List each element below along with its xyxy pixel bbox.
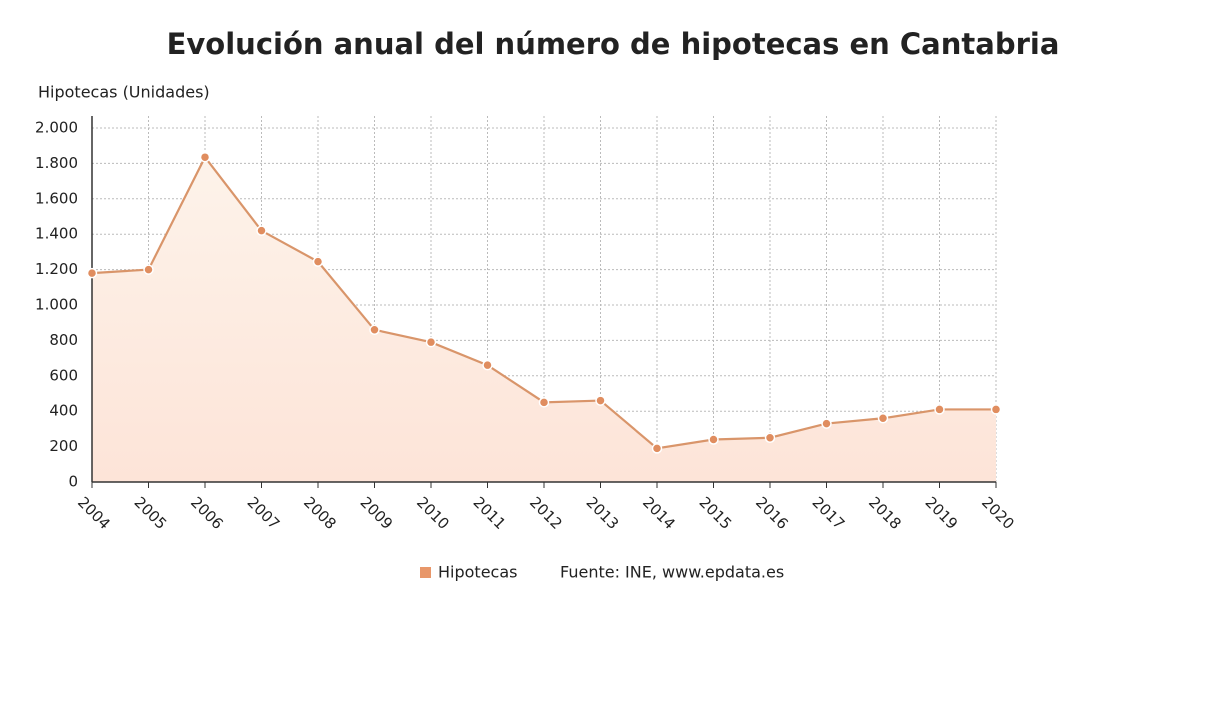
y-tick-label: 600 [49, 366, 78, 384]
point [934, 404, 945, 415]
x-tick-label: 2015 [695, 493, 735, 533]
x-tick-label: 2014 [639, 493, 679, 533]
x-tick-label: 2005 [130, 493, 170, 533]
x-tick-label: 2016 [752, 493, 792, 533]
point [877, 413, 889, 424]
point [256, 225, 267, 236]
y-tick-label: 800 [49, 331, 78, 349]
source: Fuente: INE, www.epdata.es [560, 563, 784, 582]
x-tick-label: 2007 [243, 493, 283, 533]
y-tick-label: 1.400 [35, 225, 78, 243]
point [143, 264, 154, 275]
point [990, 404, 1002, 415]
area [92, 157, 996, 482]
point [312, 256, 324, 267]
y-tick-label: 1.000 [35, 296, 78, 314]
x-tick-label: 2011 [469, 493, 509, 533]
x-tick-label: 2010 [413, 493, 453, 533]
x-tick-label: 2013 [582, 493, 622, 533]
y-tick-label: 400 [49, 402, 78, 420]
chart-title: Evolución anual del número de hipotecas … [167, 27, 1060, 61]
y-tick-label: 1.200 [35, 260, 78, 278]
point [651, 443, 663, 454]
x-tick-label: 2012 [526, 493, 566, 533]
y-tick-label: 1.800 [35, 154, 78, 172]
x-tick-label: 2017 [808, 493, 848, 533]
y-tick-label: 0 [68, 473, 78, 491]
point [821, 418, 832, 429]
x-tick-label: 2020 [978, 493, 1018, 533]
legend-label: Hipotecas [438, 563, 517, 582]
point [86, 267, 98, 279]
x-tick-label: 2006 [187, 493, 227, 533]
x-tick-label: 2008 [300, 493, 340, 533]
point [595, 395, 606, 406]
point [538, 397, 550, 408]
y-axis-label: Hipotecas (Unidades) [38, 83, 210, 102]
point [764, 432, 776, 443]
point [482, 359, 493, 371]
point [369, 324, 380, 336]
x-tick-label: 2004 [74, 493, 114, 533]
point [199, 151, 211, 163]
x-tick-label: 2019 [921, 493, 961, 533]
point [708, 434, 719, 445]
y-tick-label: 1.600 [35, 189, 78, 207]
x-tick-label: 2018 [865, 493, 905, 533]
y-tick-label: 200 [49, 437, 78, 455]
y-tick-label: 2.000 [35, 119, 78, 137]
x-tick-label: 2009 [356, 493, 396, 533]
point [425, 336, 437, 348]
legend-swatch [420, 567, 431, 578]
